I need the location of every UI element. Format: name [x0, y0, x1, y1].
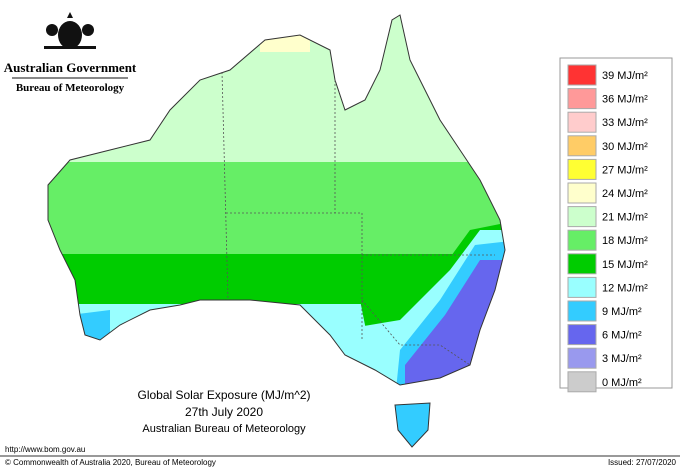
- legend-swatch: [567, 111, 597, 133]
- legend-label: 36 MJ/m²: [602, 94, 648, 106]
- coat-of-arms: [44, 12, 96, 49]
- legend-label: 39 MJ/m²: [602, 70, 648, 82]
- map-date: 27th July 2020: [185, 405, 263, 419]
- state-borders: [221, 71, 495, 366]
- legend-swatch: [567, 371, 597, 393]
- legend-swatch: [567, 88, 597, 110]
- legend-swatch: [567, 158, 597, 180]
- legend-label: 6 MJ/m²: [602, 330, 642, 342]
- legend-label: 15 MJ/m²: [602, 259, 648, 271]
- tasmania: [394, 402, 431, 448]
- legend: 39 MJ/m² 36 MJ/m² 33 MJ/m² 30 MJ/m² 27 MJ/m²…: [559, 57, 673, 393]
- agency-name: Bureau of Meteorology: [16, 82, 125, 94]
- legend-swatch: [567, 300, 597, 322]
- legend-swatch: [567, 276, 597, 298]
- legend-label: 30 MJ/m²: [602, 141, 648, 153]
- legend-swatch: [567, 64, 597, 86]
- legend-swatch: [567, 229, 597, 251]
- legend-swatch: [567, 182, 597, 204]
- issued-date: Issued: 27/07/2020: [608, 458, 677, 467]
- legend-label: 18 MJ/m²: [602, 235, 648, 247]
- url: http://www.bom.gov.au: [5, 445, 85, 454]
- coastline: [47, 14, 506, 386]
- legend-label: 0 MJ/m²: [602, 377, 642, 389]
- legend-swatch: [567, 324, 597, 346]
- legend-swatch: [567, 253, 597, 275]
- legend-label: 24 MJ/m²: [602, 188, 648, 200]
- map-title: Global Solar Exposure (MJ/m^2): [137, 388, 310, 402]
- government-name: Australian Government: [4, 60, 137, 75]
- legend-swatch: [567, 347, 597, 369]
- copyright: © Commonwealth of Australia 2020, Bureau…: [5, 458, 216, 467]
- legend-swatch: [567, 135, 597, 157]
- legend-label: 33 MJ/m²: [602, 117, 648, 129]
- map-source: Australian Bureau of Meteorology: [142, 423, 306, 435]
- legend-label: 27 MJ/m²: [602, 164, 648, 176]
- legend-label: 9 MJ/m²: [602, 306, 642, 318]
- legend-swatch: [567, 206, 597, 228]
- legend-label: 21 MJ/m²: [602, 212, 648, 224]
- legend-label: 3 MJ/m²: [602, 353, 642, 365]
- legend-label: 12 MJ/m²: [602, 282, 648, 294]
